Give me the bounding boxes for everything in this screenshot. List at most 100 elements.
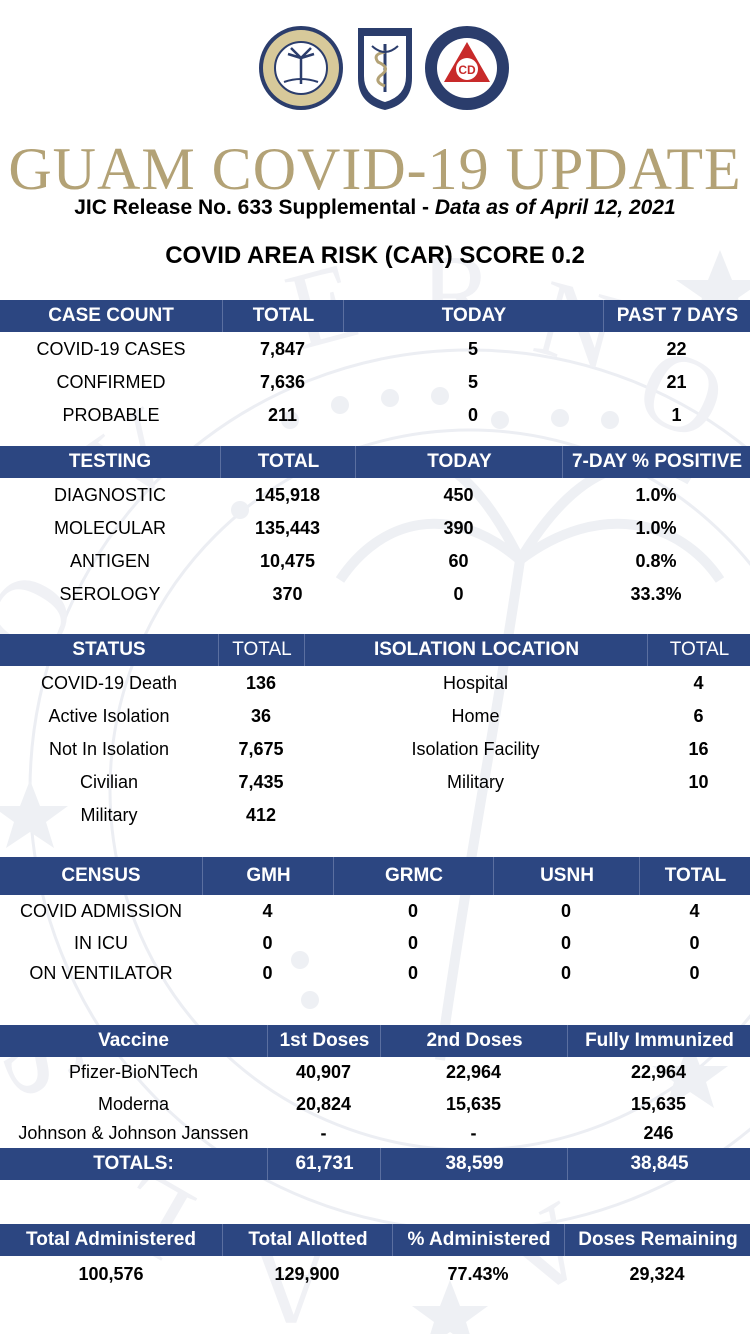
cell-today: 450 bbox=[443, 485, 474, 505]
percent-administered-col: % Administered bbox=[392, 1224, 565, 1256]
testing-header: TESTING TOTAL TODAY 7-DAY % POSITIVE bbox=[0, 446, 750, 478]
cell-second-doses: - bbox=[470, 1123, 477, 1143]
cell-positive: 1.0% bbox=[635, 485, 677, 505]
cell-total: 7,847 bbox=[259, 339, 306, 359]
cell-today: 0 bbox=[467, 405, 478, 425]
cell-grmc: 0 bbox=[407, 963, 418, 983]
totals-first-doses: 61,731 bbox=[267, 1148, 381, 1180]
cell-total: 0 bbox=[689, 963, 700, 983]
status-header: STATUS TOTAL ISOLATION LOCATION TOTAL bbox=[0, 634, 750, 666]
table-row-label: IN ICU bbox=[74, 933, 128, 953]
total-allotted-col: Total Allotted bbox=[222, 1224, 393, 1256]
table-row-label: COVID-19 Death bbox=[40, 673, 178, 693]
isolation-row-label: Hospital bbox=[442, 673, 509, 693]
cell-usnh: 0 bbox=[560, 933, 571, 953]
cell-gmh: 0 bbox=[262, 933, 273, 953]
table-row-label: Civilian bbox=[79, 772, 139, 792]
table-row-label: PROBABLE bbox=[62, 405, 160, 425]
release-separator: - bbox=[416, 196, 435, 219]
table-row-label: COVID-19 CASES bbox=[36, 339, 186, 359]
page-title: GUAM COVID-19 UPDATE bbox=[8, 136, 742, 202]
census-total-col: TOTAL bbox=[639, 857, 750, 895]
table-row-label: MOLECULAR bbox=[53, 518, 167, 538]
today-col: TODAY bbox=[343, 300, 604, 332]
cell-total: 0 bbox=[689, 933, 700, 953]
cell-gmh: 4 bbox=[262, 901, 273, 921]
table-row-label: Military bbox=[80, 805, 138, 825]
fully-immunized-col: Fully Immunized bbox=[567, 1025, 750, 1057]
table-row-label: Johnson & Johnson Janssen bbox=[18, 1123, 249, 1143]
car-score: COVID AREA RISK (CAR) SCORE 0.2 bbox=[165, 242, 585, 269]
cell-second-doses: 15,635 bbox=[445, 1094, 502, 1114]
cell-total: 16 bbox=[688, 739, 709, 759]
testing-col: TESTING bbox=[68, 451, 152, 472]
cell-positive: 0.8% bbox=[635, 551, 677, 571]
cell-past7: 22 bbox=[666, 339, 687, 359]
cell-total: 10 bbox=[688, 772, 709, 792]
vaccine-col: Vaccine bbox=[98, 1030, 169, 1051]
table-row-label: CONFIRMED bbox=[56, 372, 166, 392]
cell-total: 412 bbox=[245, 805, 277, 825]
census-header: CENSUS GMH GRMC USNH TOTAL bbox=[0, 857, 750, 895]
totals-fully-immunized: 38,845 bbox=[567, 1148, 750, 1180]
cell-grmc: 0 bbox=[407, 901, 418, 921]
isolation-row-label: Home bbox=[451, 706, 500, 726]
total-administered-col: Total Administered bbox=[26, 1229, 196, 1250]
table-row-label: Active Isolation bbox=[48, 706, 170, 726]
cell-fully-immunized: 15,635 bbox=[630, 1094, 687, 1114]
cell-total: 136 bbox=[245, 673, 277, 693]
cell-second-doses: 22,964 bbox=[445, 1062, 502, 1082]
cell-fully-immunized: 246 bbox=[643, 1123, 674, 1143]
past-7-days-col: PAST 7 DAYS bbox=[603, 300, 750, 332]
cell-fully-immunized: 22,964 bbox=[630, 1062, 687, 1082]
vaccine-header: Vaccine 1st Doses 2nd Doses Fully Immuni… bbox=[0, 1025, 750, 1057]
cell-total: 7,675 bbox=[238, 739, 284, 759]
cell-first-doses: 20,824 bbox=[295, 1094, 352, 1114]
cell-positive: 1.0% bbox=[635, 518, 677, 538]
table-row-label: Moderna bbox=[97, 1094, 170, 1114]
second-doses-col: 2nd Doses bbox=[380, 1025, 568, 1057]
table-row-label: DIAGNOSTIC bbox=[53, 485, 166, 505]
vaccine-totals-row: TOTALS: 61,731 38,599 38,845 bbox=[0, 1148, 750, 1180]
case-count-header: CASE COUNT TOTAL TODAY PAST 7 DAYS bbox=[0, 300, 750, 332]
release-line: JIC Release No. 633 Supplemental - Data … bbox=[0, 196, 750, 220]
table-row-label: Pfizer-BioNTech bbox=[68, 1062, 199, 1082]
cell-total: 7,435 bbox=[238, 772, 284, 792]
grmc-col: GRMC bbox=[333, 857, 494, 895]
cell-usnh: 0 bbox=[560, 901, 571, 921]
cell-grmc: 0 bbox=[407, 933, 418, 953]
doses-remaining-col: Doses Remaining bbox=[564, 1224, 750, 1256]
public-health-seal-icon bbox=[358, 28, 412, 110]
cell-total: 135,443 bbox=[254, 518, 321, 538]
isolation-location-col: ISOLATION LOCATION bbox=[304, 634, 648, 666]
cell-positive: 33.3% bbox=[630, 584, 682, 604]
cell-today: 60 bbox=[448, 551, 469, 571]
cell-total-administered: 100,576 bbox=[78, 1264, 144, 1284]
status-total-col: TOTAL bbox=[218, 634, 305, 666]
case-count-col: CASE COUNT bbox=[48, 305, 174, 326]
cell-first-doses: - bbox=[320, 1123, 327, 1143]
release-number: JIC Release No. 633 Supplemental bbox=[74, 196, 417, 219]
cell-total: 36 bbox=[250, 706, 272, 726]
cell-gmh: 0 bbox=[262, 963, 273, 983]
first-doses-col: 1st Doses bbox=[267, 1025, 381, 1057]
usnh-col: USNH bbox=[493, 857, 640, 895]
cell-total: 145,918 bbox=[254, 485, 321, 505]
gmh-col: GMH bbox=[202, 857, 334, 895]
administered-header: Total Administered Total Allotted % Admi… bbox=[0, 1224, 750, 1256]
cell-today: 390 bbox=[443, 518, 474, 538]
cell-past7: 21 bbox=[666, 372, 687, 392]
total-col: TOTAL bbox=[220, 446, 356, 478]
civil-defense-seal-icon: CD bbox=[425, 26, 509, 110]
cell-total: 4 bbox=[693, 673, 704, 693]
cell-doses-remaining: 29,324 bbox=[629, 1264, 685, 1284]
cell-total: 4 bbox=[689, 901, 700, 921]
svg-text:R: R bbox=[420, 232, 494, 354]
cell-total-allotted: 129,900 bbox=[274, 1264, 340, 1284]
census-col: CENSUS bbox=[61, 865, 141, 886]
cell-total: 7,636 bbox=[259, 372, 306, 392]
positive-col: 7-DAY % POSITIVE bbox=[562, 446, 750, 478]
cell-today: 5 bbox=[467, 372, 478, 392]
cell-total: 6 bbox=[693, 706, 704, 726]
isolation-row-label: Military bbox=[447, 772, 504, 792]
